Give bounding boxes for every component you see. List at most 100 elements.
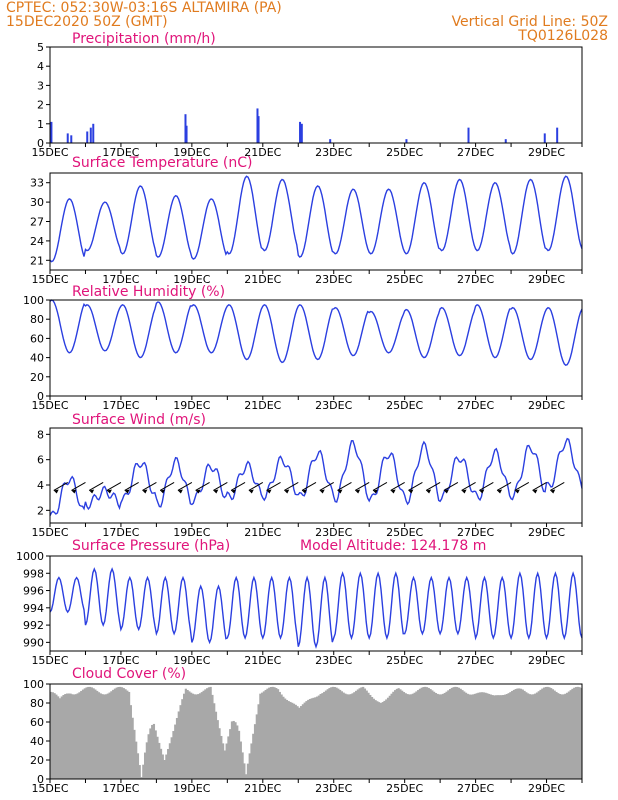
cloud-bar — [90, 687, 93, 779]
x-tick-label: 17DEC — [102, 399, 139, 412]
cloud-bar — [323, 691, 326, 779]
cloud-bar — [527, 693, 530, 779]
x-tick-label: 15DEC — [31, 273, 68, 286]
precip-bar — [299, 121, 302, 143]
cloud-bar — [296, 706, 299, 779]
cloud-bar — [193, 694, 196, 779]
cloud-bar — [158, 742, 161, 779]
y-tick-label: 30 — [30, 196, 44, 209]
x-tick-label: 27DEC — [457, 526, 494, 539]
cloud-bar — [200, 692, 203, 779]
wind-arrowhead — [461, 489, 467, 494]
x-tick-label: 23DEC — [315, 654, 352, 667]
cloud-bar — [236, 725, 239, 779]
x-tick-label: 21DEC — [244, 273, 281, 286]
cloud-bar — [493, 695, 496, 779]
x-tick-label: 15DEC — [31, 146, 68, 159]
cloud-bar — [532, 694, 535, 779]
wind-vector — [496, 482, 512, 491]
cloud-bar — [103, 694, 106, 779]
cloud-bar — [167, 748, 170, 779]
cloud-bar — [518, 688, 521, 779]
cloud-bar — [317, 695, 320, 779]
cloud-bar — [117, 686, 120, 779]
cloud-bar — [74, 694, 77, 779]
wind-vector — [124, 482, 139, 491]
cloud-bar — [115, 687, 118, 779]
cloud-bar — [331, 686, 335, 779]
meteogram-panels: Precipitation (mm/h) 0 1 2 3 4 5 15DEC 17DEC 19DE… — [16, 31, 583, 795]
x-tick-label: 17DEC — [102, 273, 139, 286]
cloud-bar — [390, 693, 393, 779]
cloud-bar — [450, 687, 453, 779]
cloud-bar — [574, 687, 578, 779]
cloud-bar — [207, 687, 210, 779]
x-tick-label: 25DEC — [386, 399, 423, 412]
cloud-bar — [213, 703, 216, 779]
precip-bar — [185, 125, 188, 143]
cloud-bar — [363, 688, 367, 779]
cloud-bar — [269, 687, 273, 779]
cloud-bar — [397, 688, 400, 779]
x-tick-label: 21DEC — [244, 526, 281, 539]
cloud-bar — [355, 690, 358, 779]
series-line — [49, 175, 583, 263]
cloud-bar — [253, 724, 257, 779]
cloud-bar — [347, 694, 351, 779]
cloud-bar — [486, 693, 489, 779]
wind-vector — [461, 482, 476, 491]
x-tick-label: 21DEC — [244, 146, 281, 159]
cloud-bar — [367, 692, 370, 779]
panel-frame — [49, 427, 583, 524]
wind-vector — [443, 482, 459, 491]
x-tick-label: 23DEC — [315, 399, 352, 412]
wind-vector — [88, 482, 104, 491]
wind-arrowhead — [284, 489, 290, 494]
cloud-bar — [152, 723, 156, 779]
cloud-bar — [191, 693, 195, 779]
cloud-bar — [143, 752, 147, 779]
cloud-bar — [399, 689, 402, 779]
cloud-bar — [464, 692, 468, 779]
wind-arrowhead — [532, 489, 538, 494]
cloud-bar — [369, 694, 372, 779]
cloud-bar — [278, 691, 281, 779]
cloud-bar — [534, 693, 537, 779]
wind-vector — [479, 482, 494, 491]
cloud-bar — [509, 692, 512, 779]
cloud-bar — [227, 736, 230, 779]
precip-bar — [504, 139, 507, 143]
cloud-bar — [145, 742, 148, 779]
cloud-bar — [248, 753, 251, 779]
wind-arrowhead — [319, 489, 325, 494]
x-tick-label: 25DEC — [386, 146, 423, 159]
cloud-bar — [342, 692, 345, 779]
cloud-bar — [473, 693, 476, 779]
precip-bar — [300, 123, 303, 143]
cloud-bar — [78, 692, 81, 779]
cloud-bar — [183, 693, 186, 779]
y-tick-label: 0 — [37, 390, 44, 403]
cloud-bar — [113, 688, 117, 779]
cloud-bar — [250, 743, 253, 779]
cloud-bar — [546, 686, 549, 779]
cloud-bar — [372, 698, 375, 779]
cloud-bar — [413, 692, 416, 779]
cloud-bar — [535, 692, 539, 779]
cloud-bar — [138, 765, 141, 779]
cloud-bar — [229, 729, 232, 779]
cloud-bar — [168, 743, 171, 779]
y-tick-label: 0 — [37, 137, 44, 150]
cloud-bar — [376, 701, 379, 779]
wind-vector — [372, 482, 388, 491]
cloud-bar — [326, 689, 329, 779]
cloud-bar — [255, 714, 258, 779]
wind-arrowhead — [213, 489, 219, 494]
cloud-bar — [218, 728, 221, 779]
cloud-bar — [362, 686, 365, 779]
cloud-bar — [120, 687, 124, 779]
cloud-bar — [104, 694, 108, 779]
x-tick-label: 19DEC — [173, 399, 210, 412]
x-tick-label: 17DEC — [102, 526, 139, 539]
cloud-bar — [530, 694, 533, 779]
